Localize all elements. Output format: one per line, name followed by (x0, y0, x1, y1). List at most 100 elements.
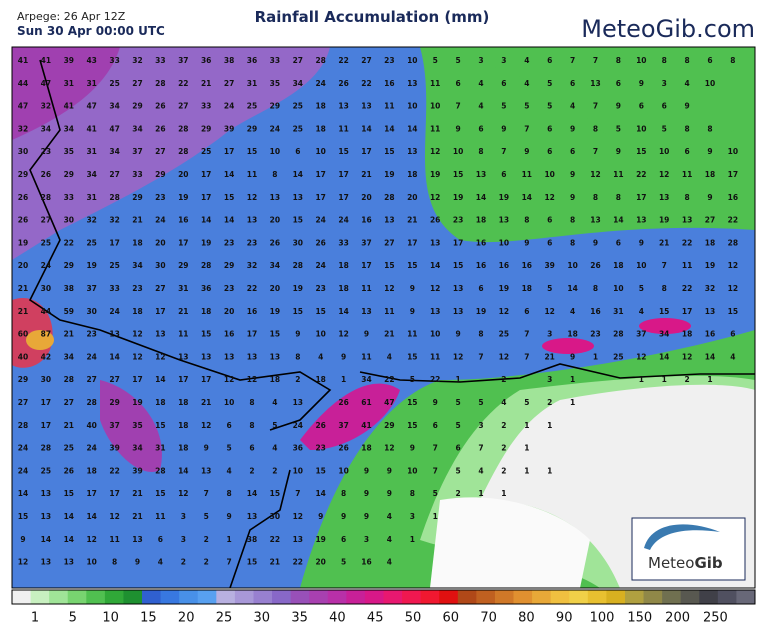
grid-value: 6 (341, 535, 346, 544)
grid-value: 15 (270, 489, 280, 498)
colorbar-swatch (12, 590, 32, 604)
grid-value: 31 (86, 193, 96, 202)
grid-value: 28 (384, 193, 394, 202)
colorbar-swatch (197, 590, 217, 604)
grid-value: 9 (684, 102, 689, 111)
grid-value: 2 (501, 444, 506, 453)
grid-value: 6 (547, 147, 552, 156)
grid-value: 21 (201, 398, 211, 407)
grid-value: 7 (478, 444, 483, 453)
grid-value: 8 (272, 170, 277, 179)
grid-value: 4 (226, 466, 231, 475)
rain-magenta (639, 318, 691, 334)
grid-value: 11 (407, 330, 417, 339)
grid-value: 34 (361, 375, 371, 384)
grid-value: 15 (453, 261, 463, 270)
colorbar-swatch (587, 590, 607, 604)
grid-value: 26 (430, 216, 440, 225)
grid-value: 27 (132, 79, 142, 88)
grid-value: 16 (499, 261, 509, 270)
grid-value: 21 (659, 238, 669, 247)
grid-value: 1 (662, 375, 667, 384)
grid-value: 13 (293, 398, 303, 407)
grid-value: 14 (86, 512, 96, 521)
colorbar-swatch (123, 590, 143, 604)
grid-value: 47 (86, 102, 96, 111)
grid-value: 11 (682, 261, 692, 270)
grid-value: 17 (338, 170, 348, 179)
grid-value: 13 (201, 352, 211, 361)
colorbar-swatch (327, 590, 347, 604)
grid-value: 17 (407, 238, 417, 247)
grid-value: 23 (41, 147, 51, 156)
grid-value: 7 (524, 124, 529, 133)
grid-value: 21 (384, 330, 394, 339)
grid-value: 8 (616, 56, 621, 65)
grid-value: 9 (455, 330, 460, 339)
grid-value: 6 (616, 238, 621, 247)
grid-value: 21 (201, 79, 211, 88)
grid-value: 19 (293, 284, 303, 293)
grid-value: 13 (41, 512, 51, 521)
grid-value: 13 (270, 352, 280, 361)
grid-value: 26 (64, 466, 74, 475)
grid-value: 4 (387, 558, 392, 567)
grid-value: 1 (478, 489, 483, 498)
grid-value: 28 (178, 124, 188, 133)
grid-value: 19 (132, 398, 142, 407)
grid-value: 36 (201, 284, 211, 293)
logo-swoosh (644, 524, 720, 550)
grid-value: 19 (476, 307, 486, 316)
model-run: Arpege: 26 Apr 12Z (17, 10, 126, 23)
grid-value: 27 (109, 170, 119, 179)
grid-value: 18 (567, 330, 577, 339)
grid-value: 10 (270, 147, 280, 156)
grid-value: 1 (410, 535, 415, 544)
grid-value: 10 (86, 558, 96, 567)
grid-value: 23 (384, 56, 394, 65)
value-grid: 41 41 39 43 33 32 33 37 36 38 36 33 27 28 22 27 23 10 5 5 3 3… (18, 56, 738, 567)
grid-value: 8 (524, 216, 529, 225)
grid-value: 3 (547, 330, 552, 339)
colorbar-label: 250 (703, 611, 728, 626)
grid-value: 7 (433, 444, 438, 453)
grid-value: 4 (478, 79, 483, 88)
grid-value: 15 (247, 558, 257, 567)
colorbar-swatch (606, 590, 626, 604)
grid-value: 1 (455, 375, 460, 384)
grid-value: 28 (728, 238, 738, 247)
grid-value: 7 (295, 489, 300, 498)
rain-magenta (100, 380, 162, 472)
grid-value: 24 (315, 79, 325, 88)
colorbar-swatch (532, 590, 552, 604)
grid-value: 29 (155, 170, 165, 179)
grid-value: 21 (132, 512, 142, 521)
grid-value: 21 (18, 284, 28, 293)
grid-value: 22 (293, 558, 303, 567)
grid-value: 16 (705, 330, 715, 339)
grid-value: 7 (433, 466, 438, 475)
grid-value: 2 (501, 375, 506, 384)
grid-value: 18 (132, 238, 142, 247)
grid-value: 31 (613, 307, 623, 316)
grid-value: 27 (155, 147, 165, 156)
grid-value: 13 (590, 79, 600, 88)
grid-value: 10 (407, 56, 417, 65)
grid-value: 10 (705, 79, 715, 88)
grid-value: 28 (155, 79, 165, 88)
grid-value: 13 (64, 558, 74, 567)
grid-value: 13 (476, 170, 486, 179)
grid-value: 30 (64, 216, 74, 225)
grid-value: 13 (636, 216, 646, 225)
grid-value: 22 (109, 466, 119, 475)
grid-value: 22 (270, 535, 280, 544)
grid-value: 10 (567, 261, 577, 270)
map-frame (11, 46, 756, 589)
grid-value: 15 (384, 147, 394, 156)
colorbar-swatch (104, 590, 124, 604)
colorbar-swatch (513, 590, 533, 604)
grid-value: 28 (178, 147, 188, 156)
grid-value: 26 (155, 102, 165, 111)
grid-value: 1 (501, 489, 506, 498)
grid-value: 19 (315, 535, 325, 544)
